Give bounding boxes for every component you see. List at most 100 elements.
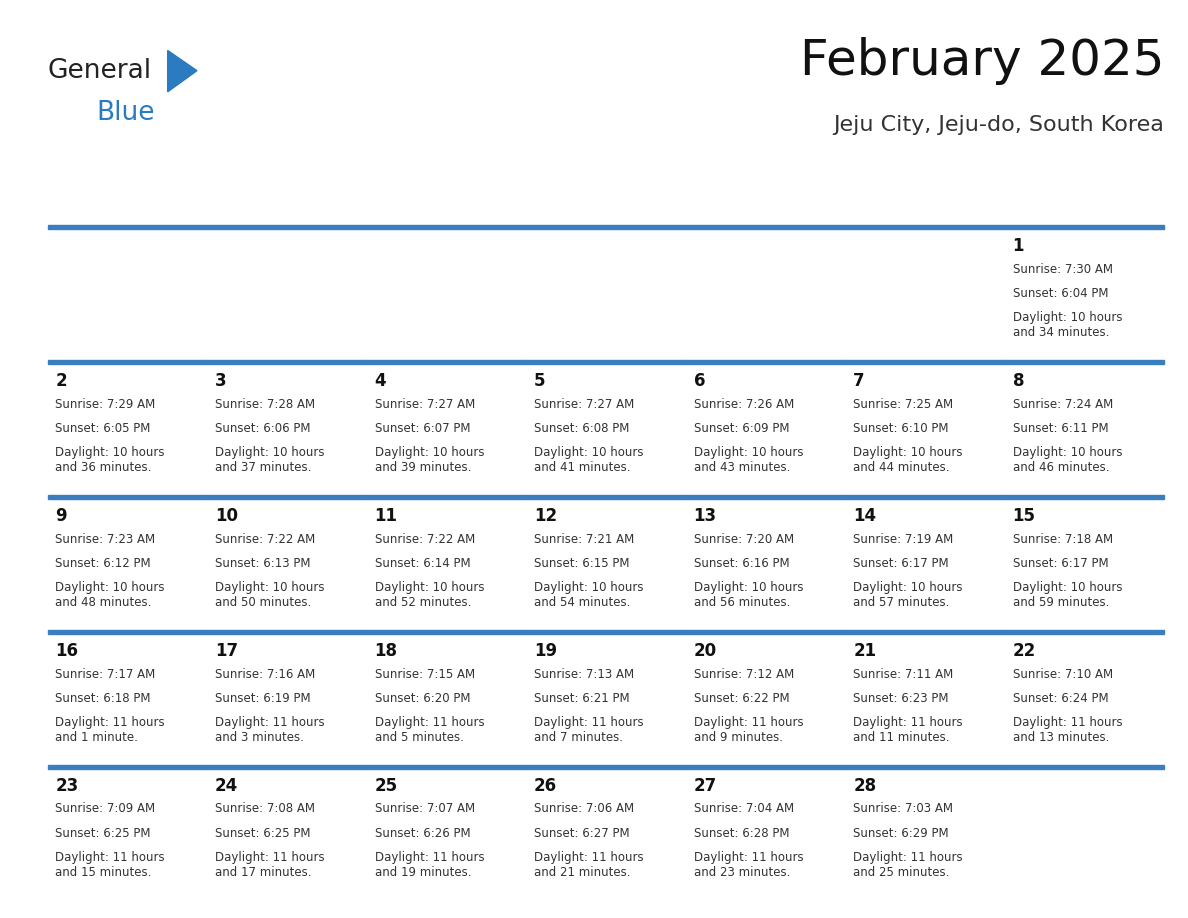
Text: Daylight: 10 hours
and 52 minutes.: Daylight: 10 hours and 52 minutes.	[374, 581, 484, 610]
Text: Sunset: 6:22 PM: Sunset: 6:22 PM	[694, 692, 789, 705]
Text: Sunrise: 7:20 AM: Sunrise: 7:20 AM	[694, 532, 794, 545]
Bar	[685, 225, 845, 229]
Text: Sunset: 6:16 PM: Sunset: 6:16 PM	[694, 557, 789, 570]
Bar	[1005, 225, 1164, 229]
Text: Sunset: 6:11 PM: Sunset: 6:11 PM	[1012, 422, 1108, 435]
Text: Daylight: 10 hours
and 54 minutes.: Daylight: 10 hours and 54 minutes.	[535, 581, 644, 610]
Text: Sunrise: 7:08 AM: Sunrise: 7:08 AM	[215, 802, 315, 815]
Text: 27: 27	[694, 777, 716, 795]
Text: Sunset: 6:04 PM: Sunset: 6:04 PM	[1012, 287, 1108, 300]
Bar	[207, 360, 367, 364]
Text: Tuesday: Tuesday	[377, 193, 451, 211]
Text: Sunset: 6:09 PM: Sunset: 6:09 PM	[694, 422, 789, 435]
Text: 18: 18	[374, 642, 398, 660]
Text: Wednesday: Wednesday	[536, 193, 643, 211]
Bar	[207, 495, 367, 498]
Text: Daylight: 10 hours
and 39 minutes.: Daylight: 10 hours and 39 minutes.	[374, 446, 484, 475]
Text: 5: 5	[535, 372, 545, 390]
Text: 1: 1	[1012, 237, 1024, 255]
Text: General: General	[48, 58, 152, 84]
Text: Daylight: 11 hours
and 19 minutes.: Daylight: 11 hours and 19 minutes.	[374, 851, 485, 879]
Bar	[367, 225, 526, 229]
Bar	[685, 630, 845, 633]
Text: Daylight: 11 hours
and 13 minutes.: Daylight: 11 hours and 13 minutes.	[1012, 716, 1123, 744]
Text: Daylight: 10 hours
and 50 minutes.: Daylight: 10 hours and 50 minutes.	[215, 581, 324, 610]
Text: Daylight: 10 hours
and 41 minutes.: Daylight: 10 hours and 41 minutes.	[535, 446, 644, 475]
Text: Sunrise: 7:09 AM: Sunrise: 7:09 AM	[56, 802, 156, 815]
Text: 24: 24	[215, 777, 239, 795]
Bar	[845, 225, 1005, 229]
Text: Friday: Friday	[854, 193, 911, 211]
Text: Sunrise: 7:03 AM: Sunrise: 7:03 AM	[853, 802, 953, 815]
Text: February 2025: February 2025	[800, 37, 1164, 85]
Text: Sunset: 6:14 PM: Sunset: 6:14 PM	[374, 557, 470, 570]
Text: Sunrise: 7:27 AM: Sunrise: 7:27 AM	[535, 397, 634, 410]
Bar	[367, 360, 526, 364]
Text: Sunset: 6:07 PM: Sunset: 6:07 PM	[374, 422, 470, 435]
Bar	[526, 495, 685, 498]
Text: Saturday: Saturday	[1015, 193, 1099, 211]
Text: 10: 10	[215, 507, 238, 525]
Text: 16: 16	[56, 642, 78, 660]
Text: 13: 13	[694, 507, 716, 525]
Text: Daylight: 11 hours
and 7 minutes.: Daylight: 11 hours and 7 minutes.	[535, 716, 644, 744]
Bar	[526, 630, 685, 633]
Text: Sunrise: 7:26 AM: Sunrise: 7:26 AM	[694, 397, 794, 410]
Text: Sunset: 6:08 PM: Sunset: 6:08 PM	[535, 422, 630, 435]
Bar	[1005, 495, 1164, 498]
Text: 23: 23	[56, 777, 78, 795]
Text: Sunset: 6:29 PM: Sunset: 6:29 PM	[853, 827, 949, 840]
Text: Sunset: 6:17 PM: Sunset: 6:17 PM	[1012, 557, 1108, 570]
Text: Sunrise: 7:29 AM: Sunrise: 7:29 AM	[56, 397, 156, 410]
Text: Sunrise: 7:27 AM: Sunrise: 7:27 AM	[374, 397, 475, 410]
Bar	[48, 360, 207, 364]
Bar	[48, 630, 207, 633]
Text: Sunrise: 7:22 AM: Sunrise: 7:22 AM	[374, 532, 475, 545]
Text: Sunrise: 7:28 AM: Sunrise: 7:28 AM	[215, 397, 315, 410]
Text: Daylight: 11 hours
and 21 minutes.: Daylight: 11 hours and 21 minutes.	[535, 851, 644, 879]
Text: Daylight: 10 hours
and 59 minutes.: Daylight: 10 hours and 59 minutes.	[1012, 581, 1123, 610]
Bar	[845, 360, 1005, 364]
Text: 26: 26	[535, 777, 557, 795]
Bar	[1005, 630, 1164, 633]
Text: Daylight: 10 hours
and 36 minutes.: Daylight: 10 hours and 36 minutes.	[56, 446, 165, 475]
Text: Sunset: 6:17 PM: Sunset: 6:17 PM	[853, 557, 949, 570]
Text: Daylight: 11 hours
and 17 minutes.: Daylight: 11 hours and 17 minutes.	[215, 851, 324, 879]
Text: Sunrise: 7:13 AM: Sunrise: 7:13 AM	[535, 667, 634, 680]
Text: Sunrise: 7:30 AM: Sunrise: 7:30 AM	[1012, 263, 1113, 275]
Text: Sunset: 6:26 PM: Sunset: 6:26 PM	[374, 827, 470, 840]
Text: 22: 22	[1012, 642, 1036, 660]
Bar	[526, 765, 685, 768]
Bar	[207, 765, 367, 768]
Text: Sunset: 6:05 PM: Sunset: 6:05 PM	[56, 422, 151, 435]
Bar	[845, 630, 1005, 633]
Text: Sunrise: 7:12 AM: Sunrise: 7:12 AM	[694, 667, 794, 680]
Text: Sunset: 6:28 PM: Sunset: 6:28 PM	[694, 827, 789, 840]
Text: 12: 12	[535, 507, 557, 525]
Bar	[685, 765, 845, 768]
Text: 25: 25	[374, 777, 398, 795]
Text: 7: 7	[853, 372, 865, 390]
Text: Daylight: 11 hours
and 15 minutes.: Daylight: 11 hours and 15 minutes.	[56, 851, 165, 879]
Bar	[207, 630, 367, 633]
Bar	[367, 630, 526, 633]
Text: Sunset: 6:27 PM: Sunset: 6:27 PM	[535, 827, 630, 840]
Bar	[845, 765, 1005, 768]
Text: Sunrise: 7:25 AM: Sunrise: 7:25 AM	[853, 397, 953, 410]
Text: Sunrise: 7:24 AM: Sunrise: 7:24 AM	[1012, 397, 1113, 410]
Text: Blue: Blue	[96, 100, 154, 126]
Text: Daylight: 11 hours
and 3 minutes.: Daylight: 11 hours and 3 minutes.	[215, 716, 324, 744]
Text: Sunrise: 7:19 AM: Sunrise: 7:19 AM	[853, 532, 954, 545]
Text: Sunrise: 7:11 AM: Sunrise: 7:11 AM	[853, 667, 954, 680]
Text: Daylight: 11 hours
and 5 minutes.: Daylight: 11 hours and 5 minutes.	[374, 716, 485, 744]
Text: Daylight: 10 hours
and 48 minutes.: Daylight: 10 hours and 48 minutes.	[56, 581, 165, 610]
Text: Sunset: 6:23 PM: Sunset: 6:23 PM	[853, 692, 949, 705]
Text: Sunrise: 7:07 AM: Sunrise: 7:07 AM	[374, 802, 475, 815]
Text: Sunset: 6:15 PM: Sunset: 6:15 PM	[535, 557, 630, 570]
Text: Sunset: 6:19 PM: Sunset: 6:19 PM	[215, 692, 310, 705]
Bar	[367, 765, 526, 768]
Bar	[526, 360, 685, 364]
Bar	[48, 495, 207, 498]
Text: Daylight: 11 hours
and 9 minutes.: Daylight: 11 hours and 9 minutes.	[694, 716, 803, 744]
Text: Daylight: 11 hours
and 25 minutes.: Daylight: 11 hours and 25 minutes.	[853, 851, 962, 879]
